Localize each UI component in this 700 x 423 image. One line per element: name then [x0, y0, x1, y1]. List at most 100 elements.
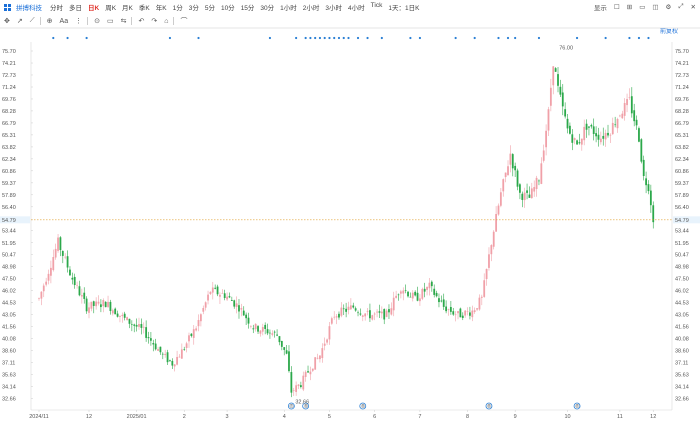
candle-body[interactable]: [638, 128, 640, 142]
candle-body[interactable]: [90, 301, 93, 309]
candle-body[interactable]: [219, 294, 221, 297]
candle-body[interactable]: [469, 312, 471, 316]
candle-body[interactable]: [316, 357, 319, 359]
candle-body[interactable]: [419, 298, 421, 302]
candle-body[interactable]: [504, 172, 507, 178]
candle-body[interactable]: [323, 343, 326, 346]
candle-body[interactable]: [249, 326, 252, 327]
candle-body[interactable]: [338, 313, 340, 318]
drawing-tool-icon[interactable]: ⟋: [29, 17, 35, 24]
candle-body[interactable]: [573, 138, 576, 141]
candle-body[interactable]: [214, 287, 217, 289]
candle-body[interactable]: [261, 327, 264, 332]
candle-body[interactable]: [457, 311, 459, 314]
candle-body[interactable]: [100, 304, 102, 308]
candle-body[interactable]: [557, 74, 559, 86]
candle-body[interactable]: [521, 193, 524, 200]
candle-body[interactable]: [378, 311, 381, 313]
event-dot-marker[interactable]: [409, 36, 412, 40]
candle-body[interactable]: [623, 103, 626, 116]
candle-body[interactable]: [535, 177, 538, 190]
symbol-name[interactable]: 拼搏科技: [16, 5, 42, 12]
event-dot-marker[interactable]: [506, 36, 510, 40]
candle-body[interactable]: [578, 142, 581, 144]
candle-body[interactable]: [119, 315, 121, 317]
candle-body[interactable]: [369, 310, 371, 319]
timeframe-tab[interactable]: 2小时: [302, 5, 320, 12]
candle-body[interactable]: [295, 385, 298, 393]
candle-body[interactable]: [80, 295, 83, 297]
candle-body[interactable]: [335, 316, 338, 318]
candle-body[interactable]: [149, 338, 152, 341]
drawing-tool-icon[interactable]: ✥: [4, 18, 10, 25]
candle-body[interactable]: [111, 310, 114, 314]
candle-body[interactable]: [561, 92, 564, 107]
candle-body[interactable]: [507, 166, 509, 175]
candle-body[interactable]: [290, 372, 293, 393]
timeframe-tab[interactable]: 1小时: [280, 5, 297, 12]
event-dot-marker[interactable]: [304, 36, 307, 40]
candle-body[interactable]: [607, 132, 609, 136]
event-badge-icon[interactable]: [302, 402, 310, 410]
candle-body[interactable]: [364, 313, 367, 317]
candle-body[interactable]: [488, 254, 490, 268]
candle-body[interactable]: [435, 292, 438, 297]
timeframe-tab[interactable]: 周K: [105, 5, 117, 12]
candle-body[interactable]: [95, 301, 98, 307]
candle-body[interactable]: [445, 306, 448, 312]
candle-body[interactable]: [228, 296, 231, 298]
event-dot-marker[interactable]: [366, 36, 369, 40]
toolbar-right-item[interactable]: ✕: [690, 4, 696, 11]
candle-body[interactable]: [409, 296, 412, 298]
candle-body[interactable]: [133, 324, 136, 326]
candle-body[interactable]: [307, 371, 309, 373]
event-dot-marker[interactable]: [168, 36, 172, 40]
candle-body[interactable]: [447, 309, 450, 311]
candle-body[interactable]: [328, 326, 331, 340]
candle-body[interactable]: [166, 352, 169, 363]
candle-body[interactable]: [459, 308, 462, 318]
timeframe-tab[interactable]: Tick: [370, 2, 383, 9]
candle-body[interactable]: [516, 170, 519, 187]
candle-body[interactable]: [321, 348, 324, 359]
timeframe-tab[interactable]: 10分: [220, 5, 235, 12]
candle-body[interactable]: [190, 333, 193, 336]
candle-body[interactable]: [540, 163, 543, 184]
candle-body[interactable]: [38, 298, 40, 299]
candle-body[interactable]: [461, 315, 464, 318]
candle-body[interactable]: [554, 68, 557, 72]
candle-body[interactable]: [361, 315, 364, 317]
candle-body[interactable]: [257, 326, 259, 332]
candle-body[interactable]: [145, 327, 148, 338]
candle-body[interactable]: [390, 308, 393, 315]
candle-body[interactable]: [280, 340, 283, 347]
candle-body[interactable]: [78, 286, 81, 296]
drawing-tool-icon[interactable]: ⊕: [46, 18, 53, 25]
candle-body[interactable]: [88, 307, 90, 313]
candle-body[interactable]: [159, 346, 162, 353]
candle-body[interactable]: [188, 335, 190, 342]
candle-body[interactable]: [440, 300, 443, 302]
candle-body[interactable]: [192, 329, 195, 338]
event-dot-marker[interactable]: [342, 36, 345, 40]
candle-body[interactable]: [383, 309, 386, 320]
candle-body[interactable]: [526, 190, 528, 193]
candle-body[interactable]: [492, 231, 495, 247]
event-dot-marker[interactable]: [328, 36, 331, 40]
event-badge-icon[interactable]: [485, 402, 493, 410]
drawing-tool-icon[interactable]: ⌒: [180, 18, 188, 25]
candle-body[interactable]: [464, 310, 467, 316]
candle-body[interactable]: [83, 292, 86, 299]
candle-body[interactable]: [211, 287, 214, 293]
candle-body[interactable]: [64, 256, 67, 258]
candle-body[interactable]: [473, 310, 476, 313]
timeframe-tab[interactable]: 1天：1日K: [388, 5, 420, 12]
candle-body[interactable]: [54, 248, 57, 258]
candle-body[interactable]: [402, 290, 405, 294]
event-dot-marker[interactable]: [514, 36, 517, 40]
drawing-tool-icon[interactable]: Aa: [59, 17, 69, 25]
event-dot-marker[interactable]: [333, 36, 336, 40]
candle-body[interactable]: [195, 328, 198, 331]
toolbar-right-item[interactable]: ☐: [613, 4, 620, 11]
candle-body[interactable]: [499, 192, 502, 206]
